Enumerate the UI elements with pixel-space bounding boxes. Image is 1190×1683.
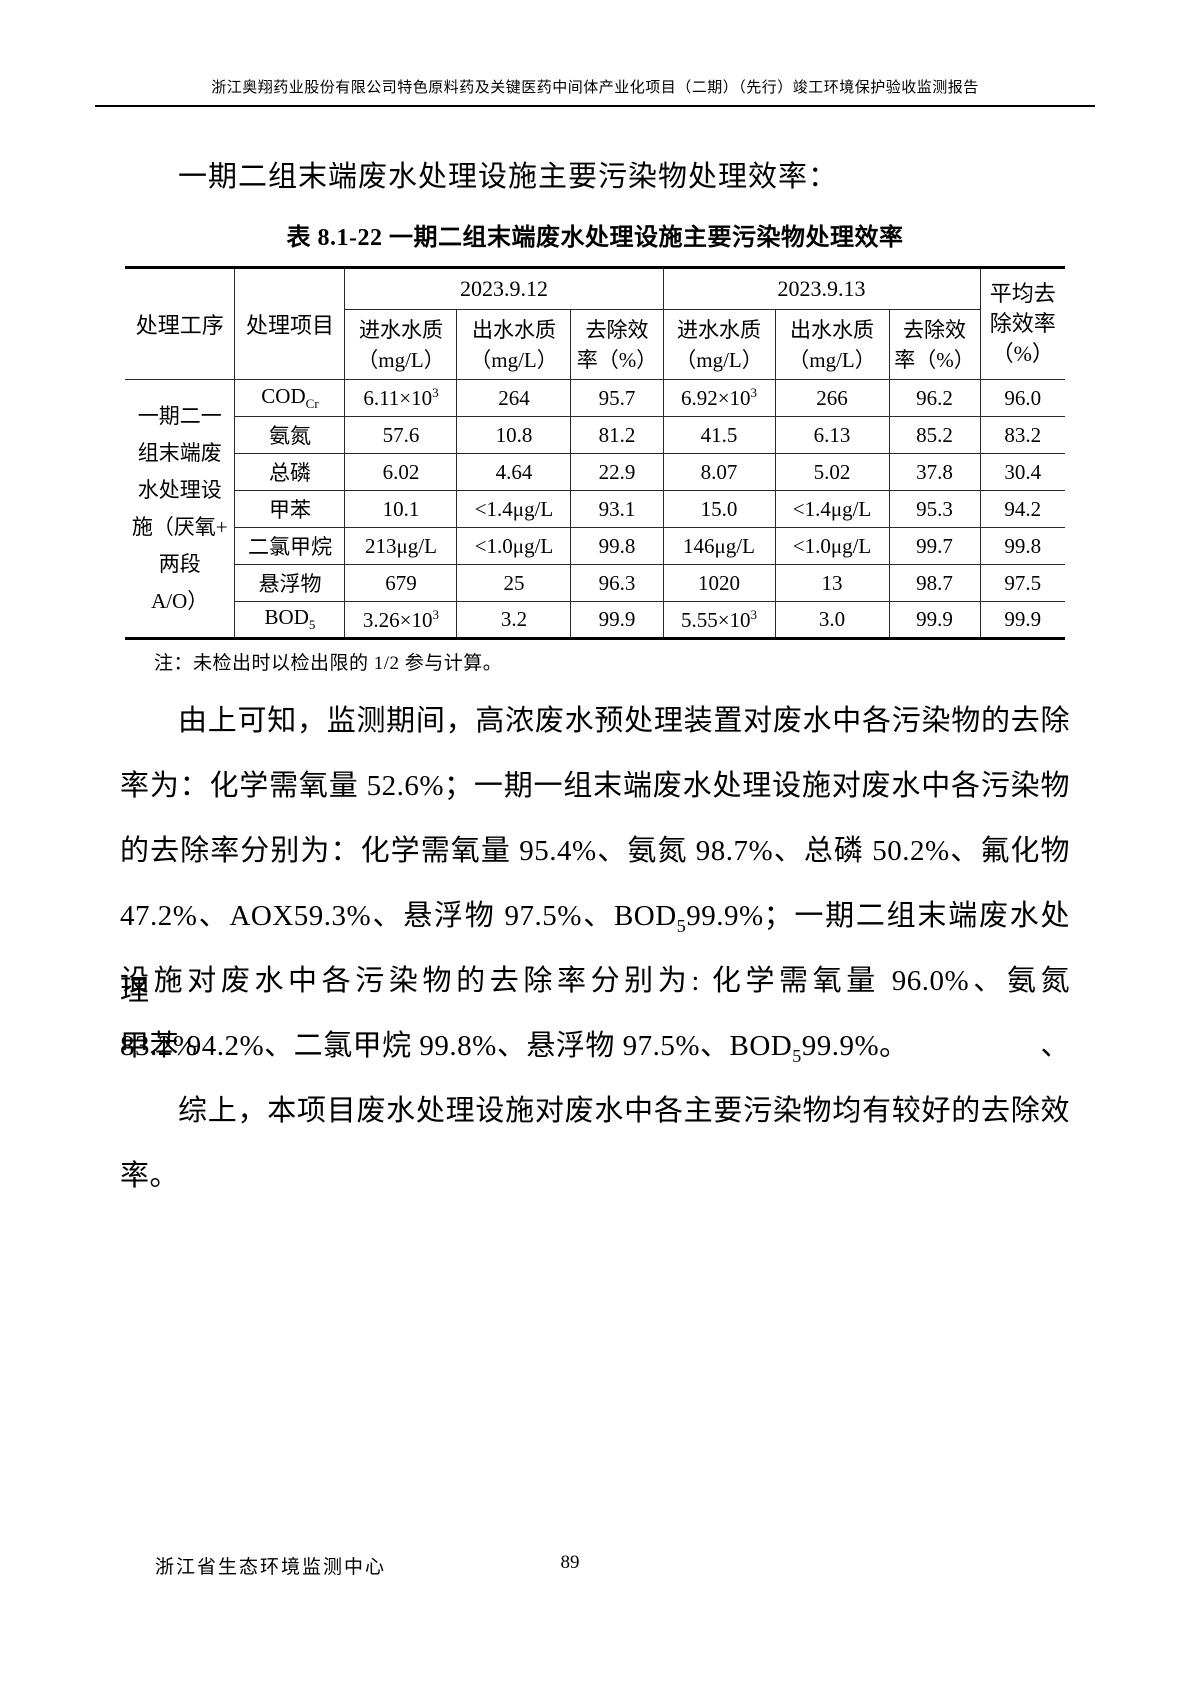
table-row-codcr: 一期二一 组末端废 水处理设 施（厌氧+ 两段 A/O） CODCr 6.11×… <box>124 379 1066 639</box>
value-cell: 213μg/L <box>344 527 458 565</box>
table-caption: 表 8.1-22 一期二组末端废水处理设施主要污染物处理效率 <box>286 225 904 251</box>
table-row-toluene: 甲苯 10.1 <1.4μg/L 93.1 15.0 <1.4μg/L 95.3… <box>125 490 1066 528</box>
value-cell: 266 <box>774 379 890 417</box>
value-cell: 95.3 <box>888 490 981 528</box>
value-cell: 146μg/L <box>662 527 776 565</box>
paragraph-line: 率。 <box>120 1160 180 1192</box>
table-row-ammonia: 氨氮 57.6 10.8 81.2 41.5 6.13 85.2 83.2 <box>125 416 1066 454</box>
header-removal-2: 去除效 率（%） <box>888 309 981 380</box>
value-cell: 22.9 <box>570 453 664 491</box>
paragraph-line: 综上，本项目废水处理设施对废水中各主要污染物均有较好的去除效 <box>178 1095 1070 1127</box>
header-date-2023-9-12: 2023.9.12 <box>344 267 664 310</box>
paragraph-line: 的去除率分别为：化学需氧量 95.4%、氨氮 98.7%、总磷 50.2%、氟化… <box>120 835 1070 867</box>
header-outlet-1: 出水水质 （mg/L） <box>456 309 572 380</box>
value-cell: 83.2 <box>979 416 1066 454</box>
header-removal-1: 去除效 率（%） <box>570 309 664 380</box>
value-cell: 5.02 <box>774 453 890 491</box>
value-cell: 93.1 <box>570 490 664 528</box>
value-cell: 25 <box>456 564 572 602</box>
value-cell: 99.9 <box>888 601 981 639</box>
item-cell: CODCr <box>234 379 346 417</box>
page-footer: 浙江省生态环境监测中心 89 <box>0 1552 1190 1582</box>
header-average-removal: 平均去 除效率 （%） <box>979 267 1066 380</box>
value-cell: 13 <box>774 564 890 602</box>
item-cell: 甲苯 <box>234 490 346 528</box>
item-cell: 悬浮物 <box>234 564 346 602</box>
value-cell: 1020 <box>662 564 776 602</box>
header-process: 处理工序 <box>124 267 236 380</box>
table-row-phosphorus: 总磷 6.02 4.64 22.9 8.07 5.02 37.8 30.4 <box>125 453 1066 491</box>
value-cell: <1.0μg/L <box>774 527 890 565</box>
body-paragraphs: 由上可知，监测期间，高浓废水预处理装置对废水中各污染物的去除 率为：化学需氧量 … <box>120 689 1070 1209</box>
header-date-2023-9-13: 2023.9.13 <box>662 267 981 310</box>
value-cell: 3.0 <box>774 601 890 639</box>
running-header: 浙江奥翔药业股份有限公司特色原料药及关键医药中间体产业化项目（二期）（先行）竣工… <box>95 0 1095 107</box>
value-cell: 99.9 <box>979 601 1066 639</box>
value-cell: 95.7 <box>570 379 664 417</box>
table-footnote: 注：未检出时以检出限的 1/2 参与计算。 <box>154 653 503 674</box>
value-cell: 85.2 <box>888 416 981 454</box>
value-cell: <1.4μg/L <box>456 490 572 528</box>
table-row-dichloromethane: 二氯甲烷 213μg/L <1.0μg/L 99.8 146μg/L <1.0μ… <box>125 527 1066 565</box>
value-cell: 15.0 <box>662 490 776 528</box>
value-cell: <1.4μg/L <box>774 490 890 528</box>
value-cell: 30.4 <box>979 453 1066 491</box>
paragraph-line: 率为：化学需氧量 52.6%；一期一组末端废水处理设施对废水中各污染物 <box>120 770 1070 802</box>
value-cell: 96.0 <box>979 379 1066 417</box>
value-cell: 96.3 <box>570 564 664 602</box>
value-cell: <1.0μg/L <box>456 527 572 565</box>
header-inlet-1: 进水水质 （mg/L） <box>344 309 458 380</box>
header-row-dates: 处理工序 处理项目 2023.9.12 2023.9.13 平均去 除效率 （%… <box>124 267 1066 380</box>
paragraph-line: 47.2%、AOX59.3%、悬浮物 97.5%、BOD599.9%；一期二组末… <box>120 900 1070 1007</box>
intro-sentence: 一期二组末端废水处理设施主要污染物处理效率： <box>178 161 839 193</box>
header-row-measures: 进水水质 （mg/L） 出水水质 （mg/L） 去除效 率（%） 进水水质 （m… <box>125 309 1065 380</box>
value-cell: 99.8 <box>570 527 664 565</box>
value-cell: 41.5 <box>662 416 776 454</box>
table-row-bod5: BOD5 3.26×103 3.2 99.9 5.55×103 3.0 99.9… <box>125 601 1066 639</box>
treatment-efficiency-table: 处理工序 处理项目 2023.9.12 2023.9.13 平均去 除效率 （%… <box>124 266 1066 640</box>
paragraph-line: 甲苯 94.2%、二氯甲烷 99.8%、悬浮物 97.5%、BOD599.9%。 <box>120 1030 909 1066</box>
table-row-suspended-solids: 悬浮物 679 25 96.3 1020 13 98.7 97.5 <box>125 564 1066 602</box>
value-cell: 679 <box>344 564 458 602</box>
value-cell: 10.8 <box>456 416 572 454</box>
paragraph-line: 设施对废水中各污染物的去除率分别为: 化学需氧量 96.0%、氨氮 83.2%、 <box>120 965 1070 1062</box>
value-cell: 81.2 <box>570 416 664 454</box>
value-cell: 57.6 <box>344 416 458 454</box>
page-number: 89 <box>560 1552 580 1573</box>
value-cell: 6.02 <box>344 453 458 491</box>
value-cell: 8.07 <box>662 453 776 491</box>
value-cell: 98.7 <box>888 564 981 602</box>
value-cell: 94.2 <box>979 490 1066 528</box>
value-cell: 5.55×103 <box>662 601 776 639</box>
value-cell: 10.1 <box>344 490 458 528</box>
value-cell: 264 <box>456 379 572 417</box>
value-cell: 6.92×103 <box>662 379 776 417</box>
value-cell: 99.8 <box>979 527 1066 565</box>
header-inlet-2: 进水水质 （mg/L） <box>662 309 776 380</box>
process-label-cell: 一期二一 组末端废 水处理设 施（厌氧+ 两段 A/O） <box>124 379 236 639</box>
value-cell: 96.2 <box>888 379 981 417</box>
header-item: 处理项目 <box>234 267 346 380</box>
value-cell: 4.64 <box>456 453 572 491</box>
value-cell: 97.5 <box>979 564 1066 602</box>
value-cell: 37.8 <box>888 453 981 491</box>
paragraph-line: 由上可知，监测期间，高浓废水预处理装置对废水中各污染物的去除 <box>178 705 1070 737</box>
item-cell: 氨氮 <box>234 416 346 454</box>
value-cell: 3.26×103 <box>344 601 458 639</box>
value-cell: 3.2 <box>456 601 572 639</box>
header-outlet-2: 出水水质 （mg/L） <box>774 309 890 380</box>
value-cell: 6.11×103 <box>344 379 458 417</box>
value-cell: 99.7 <box>888 527 981 565</box>
value-cell: 99.9 <box>570 601 664 639</box>
item-cell: 二氯甲烷 <box>234 527 346 565</box>
footer-organization: 浙江省生态环境监测中心 <box>155 1557 387 1578</box>
item-cell: 总磷 <box>234 453 346 491</box>
value-cell: 6.13 <box>774 416 890 454</box>
item-cell: BOD5 <box>234 601 346 639</box>
